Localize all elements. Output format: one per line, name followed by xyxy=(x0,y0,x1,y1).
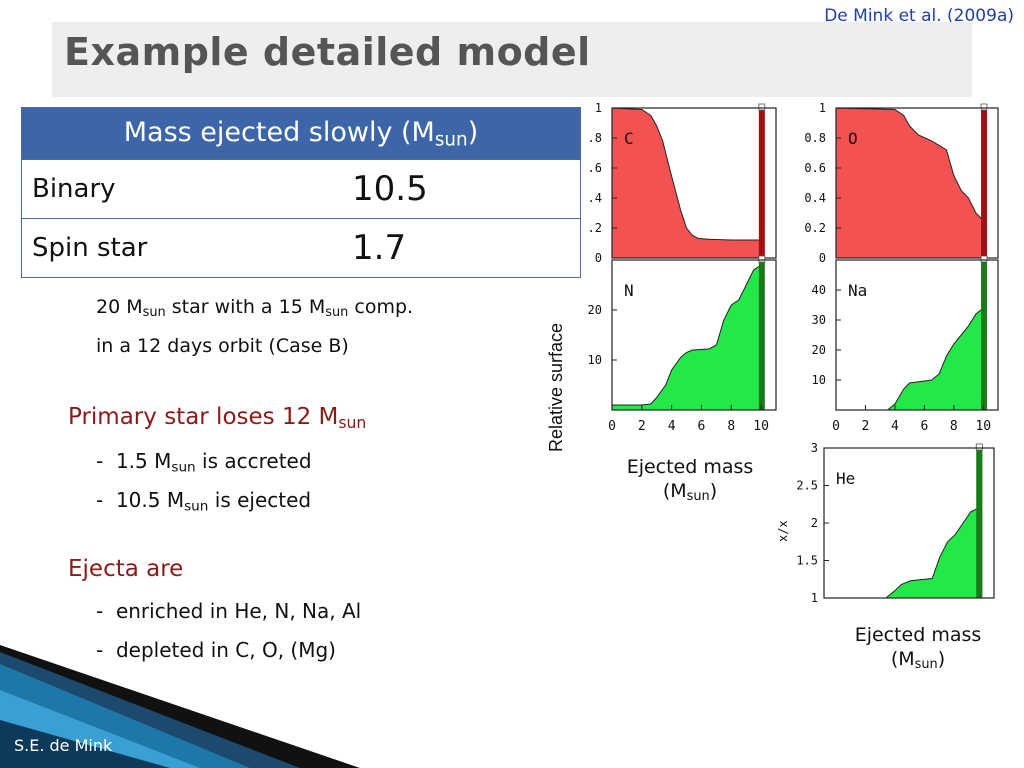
ytick-label-he: 1.5 xyxy=(796,554,818,568)
ytick-label-o: 0 xyxy=(819,251,826,265)
abundance-plots: Relative surface x/x C0.2.4.6.81O00.20.4… xyxy=(546,101,999,605)
ytick-label-c: 1 xyxy=(595,101,602,115)
marker-he xyxy=(975,443,983,451)
species-label-o: O xyxy=(848,129,858,148)
ytick-label-o: 1 xyxy=(819,101,826,115)
ejecta-bar-n xyxy=(758,260,765,410)
species-label-he: He xyxy=(836,469,855,488)
row-value-spin-star: 1.7 xyxy=(292,218,580,277)
area-n xyxy=(611,264,762,411)
ytick-label-c: 0 xyxy=(595,251,602,265)
ejecta-item-enriched: - enriched in He, N, Na, Al xyxy=(96,599,362,623)
setup-line-1: 20 Msun star with a 15 Msun comp. xyxy=(96,296,414,321)
marker-n xyxy=(758,255,766,263)
ylabel-he: x/x xyxy=(776,520,790,542)
marker-c xyxy=(758,103,766,111)
xtick-label-n: 4 xyxy=(668,419,676,434)
citation: De Mink et al. (2009a) xyxy=(824,6,1014,26)
table-row: Spin star 1.7 xyxy=(22,218,580,277)
marker-na xyxy=(980,255,988,263)
loss-heading: Primary star loses 12 Msun xyxy=(68,404,367,432)
xtick-label-n: 0 xyxy=(608,419,616,434)
ejected-mass-label-1: Ejected mass (Msun) xyxy=(626,456,754,505)
ejecta-bar-he xyxy=(976,448,983,598)
title-bar xyxy=(52,22,972,97)
ejecta-bar-c xyxy=(758,108,765,258)
ejecta-bar-na xyxy=(981,260,987,410)
footer-wedge xyxy=(0,645,360,768)
row-label-spin-star: Spin star xyxy=(22,218,292,277)
xtick-label-na: 8 xyxy=(950,419,958,434)
marker-o xyxy=(980,103,988,111)
ytick-label-c: .2 xyxy=(588,221,602,235)
ytick-label-n: 10 xyxy=(588,353,602,367)
ytick-label-na: 30 xyxy=(812,313,826,327)
ejecta-bar-o xyxy=(981,108,987,258)
row-value-binary: 10.5 xyxy=(292,159,580,219)
ytick-label-he: 3 xyxy=(811,441,818,455)
xtick-label-n: 10 xyxy=(753,419,769,434)
ytick-label-he: 2 xyxy=(811,516,818,530)
ytick-label-c: .6 xyxy=(588,161,602,175)
xtick-label-n: 8 xyxy=(727,419,735,434)
loss-item-accreted: - 1.5 Msun is accreted xyxy=(96,449,312,476)
frame-c xyxy=(611,107,777,259)
frame-n xyxy=(611,259,777,411)
xtick-label-na: 4 xyxy=(891,419,899,434)
row-label-binary: Binary xyxy=(22,159,292,219)
species-label-n: N xyxy=(624,281,634,300)
xtick-label-na: 6 xyxy=(920,419,928,434)
ytick-label-na: 40 xyxy=(812,283,826,297)
species-label-c: C xyxy=(624,129,634,148)
table-header-row: Mass ejected slowly (Msun) xyxy=(22,108,580,160)
species-label-na: Na xyxy=(848,281,867,300)
ytick-label-na: 10 xyxy=(812,373,826,387)
loss-item-ejected: - 10.5 Msun is ejected xyxy=(96,488,312,515)
ytick-label-c: .4 xyxy=(588,191,602,205)
xtick-label-na: 0 xyxy=(832,419,840,434)
xtick-label-na: 2 xyxy=(862,419,870,434)
ytick-label-o: 0.2 xyxy=(804,221,826,235)
ejecta-item-depleted: - depleted in C, O, (Mg) xyxy=(96,638,336,662)
area-o xyxy=(835,107,984,259)
setup-line-2: in a 12 days orbit (Case B) xyxy=(96,335,349,357)
ejecta-heading: Ejecta are xyxy=(68,556,184,582)
ytick-label-he: 2.5 xyxy=(796,479,818,493)
slide-title: Example detailed model xyxy=(64,30,591,74)
ytick-label-n: 20 xyxy=(588,303,602,317)
xtick-label-na: 10 xyxy=(975,419,991,434)
area-he xyxy=(824,507,980,599)
ytick-label-he: 1 xyxy=(811,591,818,605)
ylabel-relative-surface: Relative surface xyxy=(546,323,566,452)
table-header: Mass ejected slowly (Msun) xyxy=(22,108,580,160)
mass-ejected-table: Mass ejected slowly (Msun) Binary 10.5 S… xyxy=(22,108,580,277)
frame-o xyxy=(835,107,999,259)
ytick-label-o: 0.4 xyxy=(804,191,826,205)
area-c xyxy=(611,107,762,259)
ytick-label-na: 20 xyxy=(812,343,826,357)
ytick-label-c: .8 xyxy=(588,131,602,145)
frame-na xyxy=(835,259,999,411)
ytick-label-o: 0.8 xyxy=(804,131,826,145)
ejected-mass-label-2: Ejected mass (Msun) xyxy=(854,624,982,673)
area-na xyxy=(836,306,984,411)
table-row: Binary 10.5 xyxy=(22,159,580,219)
footer-author: S.E. de Mink xyxy=(14,736,113,755)
ytick-label-o: 0.6 xyxy=(804,161,826,175)
xtick-label-n: 6 xyxy=(698,419,706,434)
xtick-label-n: 2 xyxy=(638,419,646,434)
